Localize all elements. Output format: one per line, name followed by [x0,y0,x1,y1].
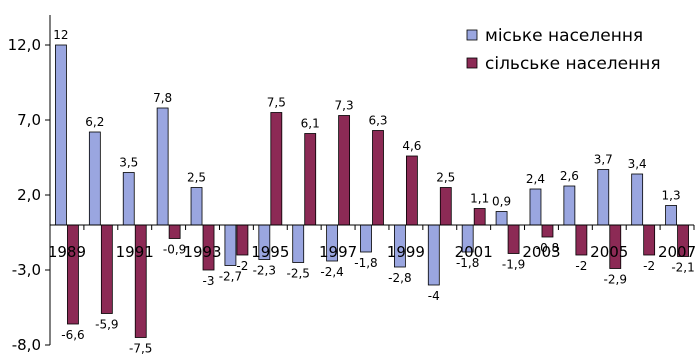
bar-urban-1989 [55,44,67,226]
data-label-rural-2000: 2,5 [436,171,455,185]
y-tick-label: -3,0 [12,261,41,279]
data-label-urban-1992: 7,8 [153,91,172,105]
labels-group: 12 6,2 3,5 7,8 2,5 -2,7 -2,3 -2,5 -2,4 -1,8 -2,8 -4… [8,28,696,356]
data-label-urban-2000: -4 [428,289,440,303]
data-label-urban-1995: -2,3 [253,264,276,278]
data-label-rural-2007: -2,1 [671,261,694,275]
bar-rural-1995 [270,112,283,226]
data-label-rural-1996: 6,1 [301,117,320,131]
data-label-urban-1998: -1,8 [354,256,377,270]
y-tick-label: 2,0 [17,186,41,204]
data-label-urban-2002: 0,9 [492,195,511,209]
x-tick-label-1993: 1993 [183,243,221,261]
bar-urban-1998 [360,224,372,253]
data-label-urban-1996: -2,5 [286,267,309,281]
bar-urban-2000 [427,224,440,286]
bar-rural-1989 [67,224,79,325]
data-label-rural-1991: -7,5 [129,342,152,356]
bars-group [55,44,689,338]
x-tick-label-2005: 2005 [590,243,628,261]
bar-rural-1999 [405,155,418,226]
bar-rural-2006 [643,224,656,256]
data-label-urban-2006: 3,4 [628,157,647,171]
bar-rural-1991 [134,224,147,338]
y-tick-label: 7,0 [17,111,41,129]
x-tick-label-2001: 2001 [455,243,493,261]
data-label-urban-1989: 12 [53,28,68,42]
data-label-rural-2006: -2 [643,259,655,273]
bar-urban-1990 [88,131,101,226]
data-label-rural-2003: -0,8 [536,241,559,255]
data-label-urban-2001: -1,8 [456,256,479,270]
bar-rural-2002 [507,224,520,254]
bar-urban-2002 [495,211,508,226]
x-tick-label-1991: 1991 [116,243,154,261]
bar-rural-1998 [372,130,384,226]
data-label-urban-2004: 2,6 [560,169,579,183]
legend-label-rural: сільське населення [485,54,661,74]
legend-swatch-urban [466,29,478,41]
data-label-rural-2005: -2,9 [604,273,627,287]
legend: міське населення сільське населення [466,26,661,74]
bar-urban-1991 [122,172,135,226]
bar-rural-1997 [338,115,351,226]
data-label-urban-1999: -2,8 [388,271,411,285]
bar-rural-1992 [168,224,181,239]
bar-rural-2000 [439,187,452,226]
x-tick-label-1989: 1989 [48,243,86,261]
data-label-urban-1997: -2,4 [320,265,343,279]
bar-urban-2007 [665,205,677,226]
bar-rural-2003 [541,224,554,238]
bar-rural-2001 [473,208,486,226]
x-tick-label-2003: 2003 [522,243,560,261]
x-tick-label-2007: 2007 [658,243,696,261]
data-label-urban-2005: 3,7 [594,153,613,167]
x-tick-label-1997: 1997 [319,243,357,261]
legend-label-urban: міське населення [485,26,643,46]
data-label-rural-1998: 6,3 [368,114,387,128]
data-label-urban-2003: 2,4 [526,172,545,186]
data-label-rural-1992: -0,9 [163,243,186,257]
data-label-urban-1994: -2,7 [219,270,242,284]
data-label-urban-2007: 1,3 [662,189,681,203]
x-tick-label-1999: 1999 [387,243,425,261]
bar-urban-2003 [529,188,542,226]
bar-rural-2004 [575,224,588,256]
x-tick-label-1995: 1995 [251,243,289,261]
bar-rural-1996 [304,133,317,226]
bar-urban-2006 [631,173,644,226]
data-label-urban-1991: 3,5 [119,156,138,170]
bar-urban-1994 [224,224,237,266]
y-tick-label: 12,0 [8,36,41,54]
bar-urban-1993 [190,187,203,226]
y-tick-label: -8,0 [12,336,41,354]
data-label-urban-1990: 6,2 [85,115,104,129]
bar-rural-1994 [236,224,249,256]
data-label-rural-1997: 7,3 [335,99,354,113]
data-label-rural-1995: 7,5 [267,96,286,110]
data-label-rural-1994: -2 [236,259,248,273]
bar-rural-1990 [100,224,113,314]
data-label-rural-1993: -3 [203,274,215,288]
bar-urban-2005 [597,169,610,226]
data-label-urban-1993: 2,5 [187,171,206,185]
data-label-rural-2001: 1,1 [470,192,489,206]
data-label-rural-2002: -1,9 [502,258,525,272]
legend-swatch-rural [466,57,478,69]
axes-group [45,15,695,346]
data-label-rural-1990: -5,9 [95,318,118,332]
data-label-rural-2004: -2 [575,259,587,273]
data-label-rural-1999: 4,6 [402,139,421,153]
bar-urban-1996 [292,224,305,263]
data-label-rural-1989: -6,6 [61,328,84,342]
bar-urban-1992 [156,107,169,226]
bar-urban-2004 [563,185,576,226]
